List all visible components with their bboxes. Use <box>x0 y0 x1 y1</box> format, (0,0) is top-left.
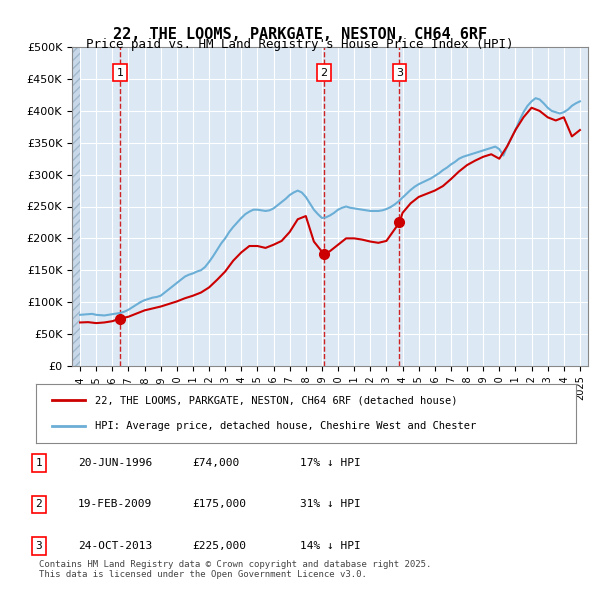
Text: 20-JUN-1996: 20-JUN-1996 <box>78 458 152 468</box>
Text: Contains HM Land Registry data © Crown copyright and database right 2025.
This d: Contains HM Land Registry data © Crown c… <box>39 560 431 579</box>
Text: 3: 3 <box>35 541 43 550</box>
Text: Price paid vs. HM Land Registry's House Price Index (HPI): Price paid vs. HM Land Registry's House … <box>86 38 514 51</box>
Text: 3: 3 <box>396 68 403 78</box>
Text: 31% ↓ HPI: 31% ↓ HPI <box>300 500 361 509</box>
Text: 22, THE LOOMS, PARKGATE, NESTON, CH64 6RF: 22, THE LOOMS, PARKGATE, NESTON, CH64 6R… <box>113 27 487 41</box>
Text: £175,000: £175,000 <box>192 500 246 509</box>
Text: 14% ↓ HPI: 14% ↓ HPI <box>300 541 361 550</box>
Text: 1: 1 <box>116 68 124 78</box>
Text: £225,000: £225,000 <box>192 541 246 550</box>
Text: 19-FEB-2009: 19-FEB-2009 <box>78 500 152 509</box>
Text: 24-OCT-2013: 24-OCT-2013 <box>78 541 152 550</box>
Text: 2: 2 <box>35 500 43 509</box>
Text: 22, THE LOOMS, PARKGATE, NESTON, CH64 6RF (detached house): 22, THE LOOMS, PARKGATE, NESTON, CH64 6R… <box>95 395 458 405</box>
Text: 1: 1 <box>35 458 43 468</box>
Text: 2: 2 <box>320 68 328 78</box>
Text: 17% ↓ HPI: 17% ↓ HPI <box>300 458 361 468</box>
Text: HPI: Average price, detached house, Cheshire West and Chester: HPI: Average price, detached house, Ches… <box>95 421 476 431</box>
Text: £74,000: £74,000 <box>192 458 239 468</box>
